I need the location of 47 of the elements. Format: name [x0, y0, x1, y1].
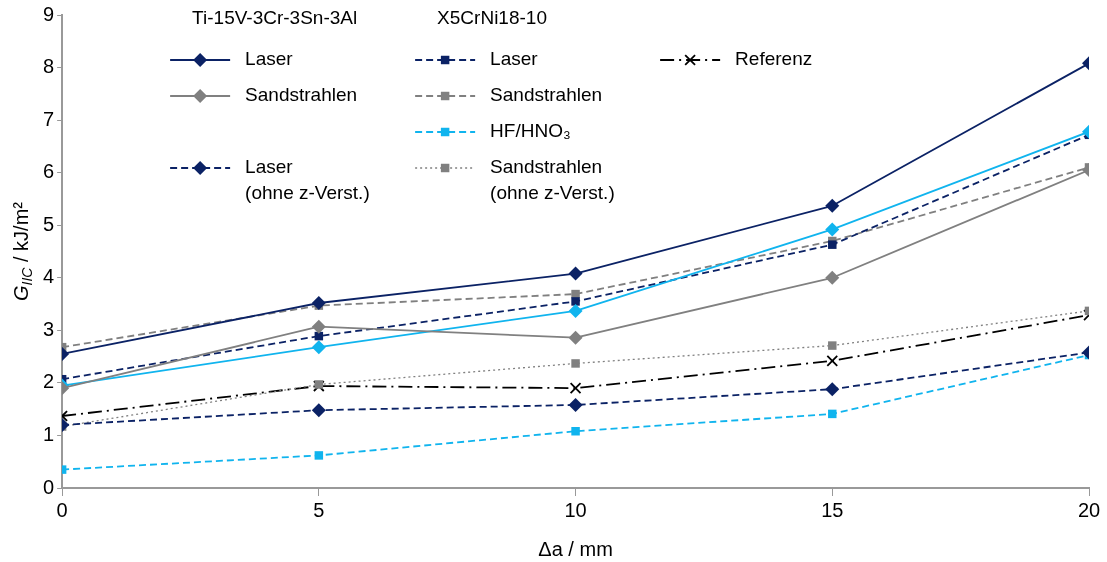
annotation: X5CrNi18-10 — [437, 7, 547, 29]
x-tick-label: 5 — [313, 498, 325, 521]
point — [825, 270, 840, 285]
legend-label: Sandstrahlen (ohne z-Verst.) — [490, 156, 615, 204]
y-tick-label: 0 — [43, 475, 55, 498]
point — [825, 222, 840, 237]
point — [825, 382, 840, 397]
y-tick-label: 5 — [43, 212, 55, 235]
y-tick-label: 7 — [43, 107, 55, 130]
point — [828, 409, 837, 419]
legend-label: Laser — [245, 48, 294, 70]
y-tick-label: 2 — [43, 370, 55, 393]
point — [571, 427, 580, 436]
x-tick-label: 10 — [564, 498, 587, 521]
point — [568, 330, 583, 345]
point — [314, 451, 324, 460]
y-tick-label: 8 — [43, 55, 55, 78]
point — [568, 397, 583, 412]
y-tick-label: 4 — [43, 265, 55, 288]
point — [568, 303, 583, 318]
x-tick-label: 15 — [821, 498, 844, 521]
y-tick-label: 9 — [43, 2, 55, 25]
x-axis-title: Δa / mm — [538, 537, 613, 560]
legend-label: Laser (ohne z-Verst.) — [245, 156, 370, 204]
y-tick-label: 1 — [43, 422, 55, 445]
legend-label: Laser — [490, 48, 539, 70]
point — [311, 319, 326, 334]
y-tick-label: 6 — [43, 160, 55, 183]
point — [825, 198, 840, 213]
legend-label: HF/HNO₃ — [490, 120, 571, 142]
x-tick-label: 20 — [1077, 498, 1101, 521]
point — [828, 341, 837, 350]
point — [311, 403, 326, 418]
legend-label: Sandstrahlen — [245, 84, 358, 106]
point — [571, 297, 580, 306]
point — [571, 359, 580, 368]
y-tick-label: 3 — [43, 317, 55, 340]
point — [828, 240, 837, 249]
point — [826, 354, 839, 367]
legend-label: Sandstrahlen — [490, 84, 603, 106]
y-axis-title: GIIC / kJ/m² — [9, 201, 35, 301]
annotation: Ti-15V-3Cr-3Sn-3Al — [192, 7, 358, 29]
point — [568, 266, 583, 281]
point — [569, 382, 582, 394]
legend-label: Referenz — [735, 48, 813, 70]
point — [311, 340, 326, 355]
point — [311, 296, 326, 310]
